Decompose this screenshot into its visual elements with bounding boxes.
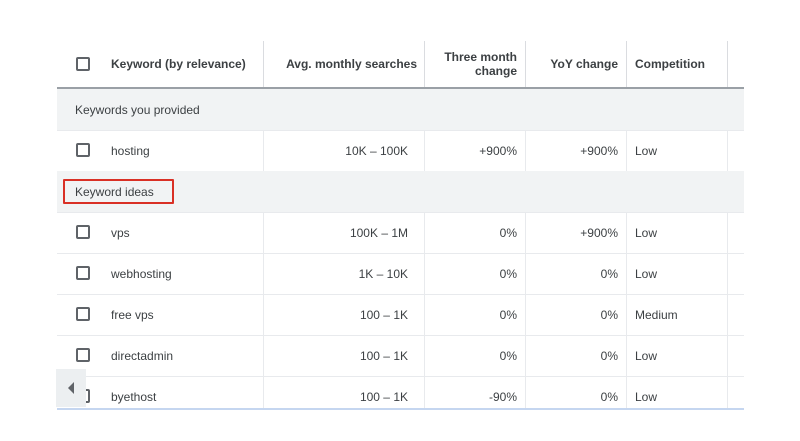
column-divider <box>424 253 425 294</box>
competition-cell: Low <box>635 225 658 240</box>
column-divider <box>525 294 526 335</box>
group-label-ideas: Keyword ideas <box>75 184 154 199</box>
column-divider <box>525 130 526 171</box>
searches-cell: 100 – 1K <box>359 348 408 363</box>
row-checkbox[interactable] <box>76 143 90 157</box>
column-divider <box>626 376 627 410</box>
three-month-cell: +900% <box>479 143 517 158</box>
column-divider <box>263 253 264 294</box>
column-divider <box>424 335 425 376</box>
column-divider <box>727 253 728 294</box>
keyword-cell: webhosting <box>111 266 172 281</box>
group-row-keywords-provided: Keywords you provided <box>57 89 744 131</box>
column-divider <box>727 376 728 410</box>
column-divider <box>525 253 526 294</box>
column-divider <box>727 130 728 171</box>
keyword-cell: free vps <box>111 307 154 322</box>
column-divider <box>626 41 627 87</box>
competition-cell: Low <box>635 348 658 363</box>
table-row[interactable]: hosting 10K – 100K +900% +900% Low <box>57 130 744 172</box>
keyword-cell: byethost <box>111 389 157 404</box>
column-divider <box>626 335 627 376</box>
table-header: Keyword (by relevance) Avg. monthly sear… <box>57 41 744 89</box>
three-month-cell: 0% <box>499 348 517 363</box>
column-divider <box>263 212 264 253</box>
table-row[interactable]: directadmin 100 – 1K 0% 0% Low <box>57 335 744 377</box>
three-month-cell: 0% <box>499 307 517 322</box>
select-all-checkbox[interactable] <box>76 57 90 71</box>
horizontal-scroll-track[interactable] <box>57 408 744 410</box>
yoy-cell: 0% <box>600 389 618 404</box>
column-divider <box>727 294 728 335</box>
column-divider <box>263 376 264 410</box>
searches-cell: 100K – 1M <box>349 225 408 240</box>
competition-cell: Low <box>635 266 658 281</box>
three-month-cell: -90% <box>488 389 517 404</box>
column-header-competition[interactable]: Competition <box>635 57 705 71</box>
column-divider <box>424 376 425 410</box>
column-divider <box>727 335 728 376</box>
keyword-cell: hosting <box>111 143 150 158</box>
keyword-cell: directadmin <box>111 348 174 363</box>
group-label-provided: Keywords you provided <box>75 102 200 117</box>
column-divider <box>424 41 425 87</box>
column-divider <box>263 41 264 87</box>
column-header-avg-searches[interactable]: Avg. monthly searches <box>286 57 417 71</box>
keyword-ideas-highlight-box <box>63 179 174 204</box>
three-month-cell: 0% <box>499 225 517 240</box>
column-header-three-month-change[interactable]: Three month change <box>425 41 517 87</box>
three-month-line-1: Three month <box>444 50 517 64</box>
column-divider <box>263 335 264 376</box>
keyword-cell: vps <box>111 225 130 240</box>
column-divider <box>626 212 627 253</box>
column-divider <box>525 212 526 253</box>
yoy-cell: 0% <box>600 266 618 281</box>
column-divider <box>626 130 627 171</box>
three-month-cell: 0% <box>499 266 517 281</box>
column-divider <box>626 253 627 294</box>
row-checkbox[interactable] <box>76 307 90 321</box>
yoy-cell: +900% <box>580 143 618 158</box>
group-row-keyword-ideas: Keyword ideas <box>57 171 744 213</box>
column-divider <box>626 294 627 335</box>
column-divider <box>424 212 425 253</box>
column-divider <box>263 130 264 171</box>
column-divider <box>263 294 264 335</box>
column-divider <box>525 376 526 410</box>
keyword-ideas-table: Keyword (by relevance) Avg. monthly sear… <box>57 41 744 410</box>
row-checkbox[interactable] <box>76 225 90 239</box>
column-divider <box>727 41 728 87</box>
three-month-line-2: change <box>474 64 517 78</box>
searches-cell: 100 – 1K <box>359 307 408 322</box>
row-checkbox[interactable] <box>76 266 90 280</box>
competition-cell: Low <box>635 389 658 404</box>
column-header-keyword[interactable]: Keyword (by relevance) <box>111 57 246 71</box>
competition-cell: Low <box>635 143 658 158</box>
yoy-cell: 0% <box>600 307 618 322</box>
table-row[interactable]: webhosting 1K – 10K 0% 0% Low <box>57 253 744 295</box>
column-divider <box>424 294 425 335</box>
searches-cell: 10K – 100K <box>345 143 408 158</box>
column-divider <box>424 130 425 171</box>
column-divider <box>525 335 526 376</box>
table-row[interactable]: byethost 100 – 1K -90% 0% Low <box>57 376 744 410</box>
column-header-yoy-change[interactable]: YoY change <box>550 57 618 71</box>
column-divider <box>727 212 728 253</box>
searches-cell: 1K – 10K <box>358 266 408 281</box>
yoy-cell: +900% <box>580 225 618 240</box>
chevron-left-icon <box>66 381 76 395</box>
searches-cell: 100 – 1K <box>359 389 408 404</box>
row-checkbox[interactable] <box>76 348 90 362</box>
yoy-cell: 0% <box>600 348 618 363</box>
table-row[interactable]: vps 100K – 1M 0% +900% Low <box>57 212 744 254</box>
competition-cell: Medium <box>635 307 678 322</box>
table-row[interactable]: free vps 100 – 1K 0% 0% Medium <box>57 294 744 336</box>
column-divider <box>525 41 526 87</box>
scroll-left-button[interactable] <box>56 369 86 407</box>
